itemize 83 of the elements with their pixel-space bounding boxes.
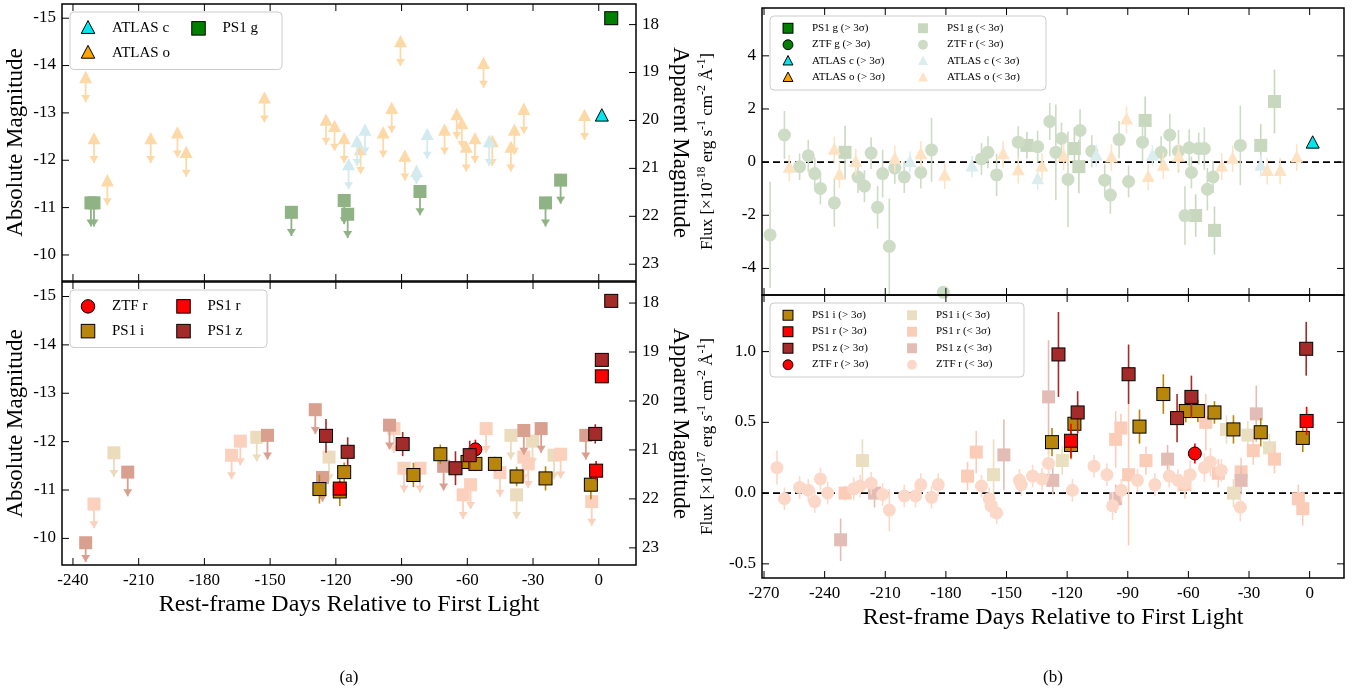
legend-label: PS1 z (< 3σ) (936, 340, 993, 354)
legend-label: ZTF r (> 3σ) (812, 357, 869, 371)
legend-label: ZTF g (> 3σ) (812, 37, 871, 51)
y2-tick-label: 20 (642, 389, 659, 409)
y-tick-label: 0 (747, 151, 756, 171)
x-tick-label: -60 (455, 570, 479, 589)
y-tick-label: -4 (741, 257, 757, 277)
x-tick-label: 0 (1305, 583, 1314, 602)
legend-label: ZTF r (112, 296, 148, 313)
x-tick-label: -180 (188, 570, 220, 589)
legend-label: PS1 i (> 3σ) (812, 307, 867, 321)
legend-label: PS1 g (222, 18, 259, 35)
x-axis-title: Rest-frame Days Relative to First Light (158, 590, 540, 616)
x-tick-label: -120 (320, 570, 352, 589)
y-tick-label: -12 (33, 430, 56, 450)
legend-label: PS1 i (< 3σ) (936, 307, 991, 321)
y-tick-label: -10 (33, 527, 56, 547)
y2-tick-label: 23 (642, 536, 659, 556)
y-tick-label: -15 (33, 7, 56, 27)
y-tick-label: -10 (33, 243, 56, 263)
x-tick-label: -30 (1237, 583, 1261, 602)
y-tick-label: -11 (33, 478, 56, 498)
y2-tick-label: 19 (642, 340, 659, 360)
text: (a) (339, 667, 359, 686)
legend-label: ZTF r (< 3σ) (947, 37, 1004, 51)
legend-label: PS1 i (112, 321, 145, 338)
y-axis-title: Absolute Magnitude (2, 329, 27, 518)
y2-tick-label: 19 (642, 61, 659, 81)
x-tick-label: -150 (254, 570, 286, 589)
x-tick-label: -150 (990, 583, 1023, 602)
y2-tick-label: 20 (642, 109, 659, 129)
x-tick-label: -210 (869, 583, 901, 602)
y-tick-label: -0.5 (729, 552, 756, 572)
y2-tick-label: 22 (642, 205, 659, 225)
x-tick-label: -120 (1051, 583, 1083, 602)
y-tick-label: -13 (33, 101, 56, 121)
y-tick-label: 0.5 (734, 411, 756, 431)
x-tick-label: -90 (390, 570, 413, 589)
legend-label: PS1 z (> 3σ) (812, 340, 869, 354)
y2-axis-title: Apparent Magnitude (669, 47, 694, 238)
legend-label: PS1 r (> 3σ) (812, 324, 867, 338)
x-tick-label: 0 (594, 570, 604, 589)
x-tick-label: -210 (123, 570, 155, 589)
x-tick-label: -180 (930, 583, 962, 602)
y2-axis-title: Apparent Magnitude (669, 328, 694, 519)
x-tick-label: -60 (1177, 583, 1200, 602)
y2-tick-label: 22 (642, 487, 659, 507)
x-tick-label: -30 (521, 570, 545, 589)
legend-label: PS1 r (207, 296, 241, 313)
y-tick-label: -15 (33, 285, 56, 305)
legend-label: ATLAS o (< 3σ) (947, 70, 1021, 84)
x-tick-label: -240 (57, 570, 89, 589)
y2-tick-label: 21 (642, 157, 659, 177)
legend-label: ZTF r (< 3σ) (936, 357, 993, 371)
legend-label: ATLAS c (> 3σ) (812, 53, 885, 67)
legend-label: PS1 g (> 3σ) (812, 20, 869, 34)
legend-label: ATLAS c (112, 18, 170, 35)
y-tick-label: -12 (33, 149, 56, 169)
legend-label: ATLAS c (< 3σ) (947, 53, 1020, 67)
y2-tick-label: 23 (642, 253, 659, 273)
y2-tick-label: 18 (642, 13, 659, 33)
x-tick-label: -240 (809, 583, 841, 602)
x-axis-title: Rest-frame Days Relative to First Light (862, 603, 1244, 629)
y-tick-label: -11 (33, 196, 56, 216)
y-tick-label: 4 (747, 44, 757, 64)
text: (b) (1043, 667, 1063, 686)
legend-label: PS1 r (< 3σ) (936, 324, 991, 338)
y-tick-label: 1.0 (734, 340, 756, 360)
y2-tick-label: 21 (642, 438, 659, 458)
y-tick-label: 2 (747, 97, 756, 117)
y-axis-title: Absolute Magnitude (2, 48, 27, 237)
y-tick-label: -14 (33, 333, 57, 353)
y-tick-label: -13 (33, 382, 56, 402)
x-tick-label: -90 (1116, 583, 1140, 602)
x-tick-label: -270 (748, 583, 780, 602)
legend-label: ATLAS o (> 3σ) (812, 70, 886, 84)
y-tick-label: 0.0 (734, 482, 756, 502)
y-tick-label: -2 (741, 204, 756, 224)
legend-label: ATLAS o (112, 43, 170, 60)
legend-label: PS1 g (< 3σ) (947, 20, 1004, 34)
legend-label: PS1 z (207, 321, 243, 338)
y-tick-label: -14 (33, 54, 57, 74)
y2-tick-label: 18 (642, 291, 659, 311)
